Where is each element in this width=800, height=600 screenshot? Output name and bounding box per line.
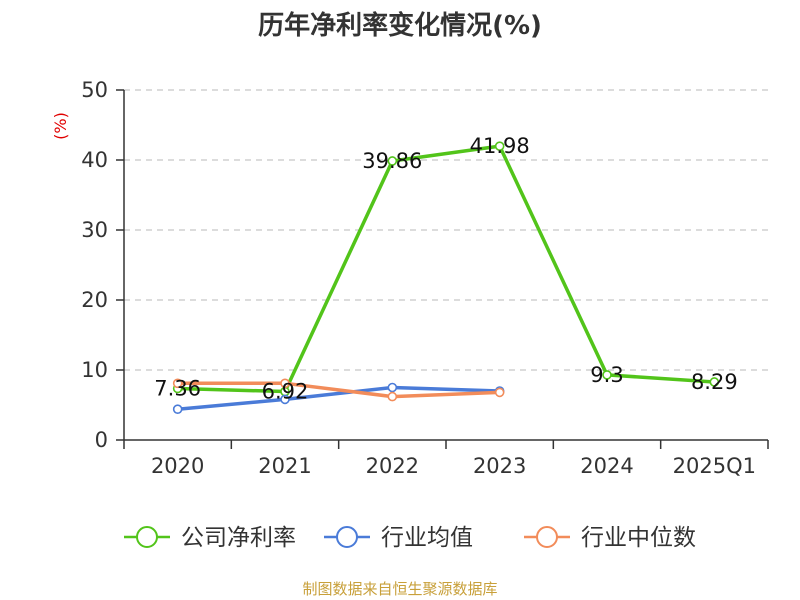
- data-point: [494, 141, 505, 151]
- series: [172, 141, 720, 415]
- legend-marker-icon: [136, 526, 158, 548]
- data-label: 39.86: [362, 149, 422, 173]
- legend-label: 行业均值: [381, 525, 473, 551]
- y-axis-unit: (%): [51, 112, 70, 140]
- y-tick-label: 30: [81, 218, 108, 242]
- data-point: [172, 378, 183, 389]
- data-label: 41.98: [470, 134, 530, 158]
- y-tick-label: 0: [95, 428, 108, 452]
- series-line-2: [175, 385, 502, 411]
- y-tick-label: 10: [81, 358, 108, 382]
- data-point: [709, 377, 720, 387]
- series-line-3: [175, 381, 502, 399]
- data-point: [387, 382, 398, 393]
- data-point: [387, 391, 398, 402]
- y-tick-label: 40: [81, 148, 108, 172]
- legend-item-2[interactable]: 行业均值: [324, 525, 473, 551]
- x-tick-label: 2024: [580, 454, 633, 478]
- legend-label: 公司净利率: [181, 525, 296, 551]
- legend-item-3[interactable]: 行业中位数: [524, 525, 696, 551]
- legend-item-1[interactable]: 公司净利率: [124, 525, 296, 551]
- legend[interactable]: 公司净利率 行业均值 行业中位数: [124, 525, 696, 551]
- data-point: [494, 387, 505, 398]
- legend-label: 行业中位数: [581, 525, 696, 551]
- x-tick-label: 2020: [151, 454, 204, 478]
- y-tick-label: 50: [81, 78, 108, 102]
- data-label: 9.3: [590, 363, 623, 387]
- data-point: [602, 370, 612, 380]
- data-point: [387, 156, 398, 166]
- x-tick-label: 2021: [258, 454, 311, 478]
- axes: 0 10 20 30 40 50 2020 2021 2022 2023 2024 2025Q1: [81, 78, 769, 478]
- x-tick-label: 2022: [366, 454, 419, 478]
- chart-title: 历年净利率变化情况(%): [258, 10, 542, 41]
- source-note: 制图数据来自恒生聚源数据库: [302, 580, 497, 598]
- legend-marker-icon: [536, 526, 558, 548]
- data-labels: 7.36 6.92 39.86 41.98 9.3 8.29: [154, 134, 737, 403]
- series-line-1: [175, 144, 717, 394]
- x-tick-label: 2025Q1: [673, 454, 756, 478]
- data-label: 8.29: [691, 370, 738, 394]
- legend-marker-icon: [336, 526, 358, 548]
- data-point: [172, 404, 183, 415]
- data-label: 6.92: [262, 380, 309, 404]
- data-point: [280, 378, 290, 389]
- y-tick-label: 20: [81, 288, 108, 312]
- grid: [124, 89, 768, 371]
- x-tick-label: 2023: [473, 454, 526, 478]
- data-point: [280, 394, 290, 405]
- data-label: 7.36: [154, 376, 201, 400]
